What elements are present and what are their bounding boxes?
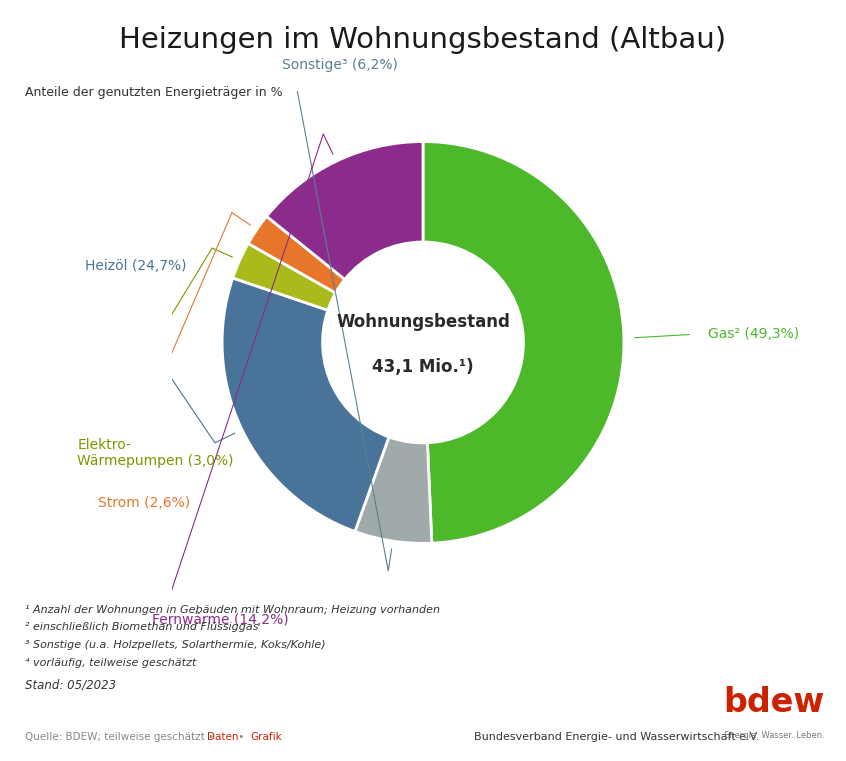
Text: Daten: Daten: [207, 732, 239, 742]
Wedge shape: [266, 142, 423, 279]
Wedge shape: [222, 278, 389, 531]
Wedge shape: [355, 437, 431, 543]
Text: bdew: bdew: [723, 686, 825, 719]
Text: 43,1 Mio.¹): 43,1 Mio.¹): [372, 358, 474, 376]
Text: Fernwärme (14,2%): Fernwärme (14,2%): [151, 613, 288, 627]
Text: Elektro-
Wärmepumpen (3,0%): Elektro- Wärmepumpen (3,0%): [78, 438, 234, 468]
Wedge shape: [233, 244, 336, 310]
Text: Energie. Wasser. Leben.: Energie. Wasser. Leben.: [723, 731, 825, 740]
Text: Sonstige³ (6,2%): Sonstige³ (6,2%): [283, 58, 398, 72]
Text: ³ Sonstige (u.a. Holzpellets, Solarthermie, Koks/Kohle): ³ Sonstige (u.a. Holzpellets, Solartherm…: [25, 640, 326, 650]
Text: Heizungen im Wohnungsbestand (Altbau): Heizungen im Wohnungsbestand (Altbau): [119, 26, 727, 54]
Text: ⁴ vorläufig, teilweise geschätzt: ⁴ vorläufig, teilweise geschätzt: [25, 658, 196, 667]
Text: Bundesverband Energie- und Wasserwirtschaft e.V.: Bundesverband Energie- und Wasserwirtsch…: [474, 732, 759, 742]
Text: Strom (2,6%): Strom (2,6%): [97, 496, 190, 510]
Text: ¹ Anzahl der Wohnungen in Gebäuden mit Wohnraum; Heizung vorhanden: ¹ Anzahl der Wohnungen in Gebäuden mit W…: [25, 605, 441, 615]
Text: Quelle: BDEW; teilweise geschätzt •: Quelle: BDEW; teilweise geschätzt •: [25, 732, 217, 742]
Text: Grafik: Grafik: [250, 732, 283, 742]
Wedge shape: [423, 142, 624, 543]
Text: ² einschließlich Biomethan und Flüssiggas: ² einschließlich Biomethan und Flüssigga…: [25, 622, 259, 632]
Wedge shape: [248, 216, 345, 293]
Text: Gas² (49,3%): Gas² (49,3%): [708, 327, 799, 342]
Text: Heizöl (24,7%): Heizöl (24,7%): [85, 259, 187, 273]
Text: Stand: 05/2023: Stand: 05/2023: [25, 679, 117, 692]
Text: Anteile der genutzten Energieträger in %: Anteile der genutzten Energieträger in %: [25, 86, 283, 99]
Text: •: •: [235, 732, 248, 742]
Text: Wohnungsbestand: Wohnungsbestand: [336, 314, 510, 331]
